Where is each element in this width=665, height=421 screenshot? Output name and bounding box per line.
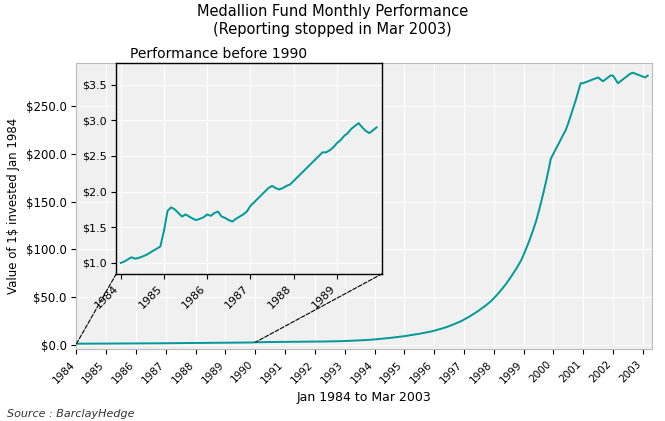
Y-axis label: Value of 1$ invested Jan 1984: Value of 1$ invested Jan 1984 (7, 118, 21, 294)
Text: Source : BarclayHedge: Source : BarclayHedge (7, 409, 134, 419)
X-axis label: Jan 1984 to Mar 2003: Jan 1984 to Mar 2003 (297, 391, 432, 403)
Text: Performance before 1990: Performance before 1990 (130, 47, 307, 61)
Text: Medallion Fund Monthly Performance
(Reporting stopped in Mar 2003): Medallion Fund Monthly Performance (Repo… (197, 4, 468, 37)
